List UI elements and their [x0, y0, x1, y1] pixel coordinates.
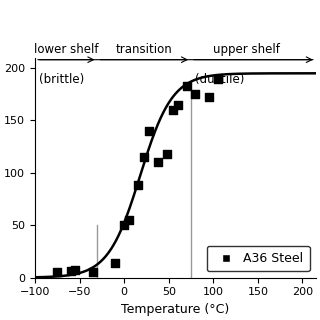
Legend: A36 Steel: A36 Steel: [207, 246, 309, 271]
Point: [73, 268, 78, 273]
Point: [55, 270, 60, 275]
Point: [175, 102, 180, 107]
Point: [91, 270, 96, 275]
Text: lower shelf: lower shelf: [34, 43, 99, 55]
Point: [122, 223, 127, 228]
Point: [184, 83, 189, 88]
Point: [68, 269, 73, 274]
Point: [156, 160, 161, 165]
Point: [135, 183, 140, 188]
Point: [126, 217, 131, 222]
Text: transition: transition: [116, 43, 172, 55]
Text: (ductile): (ductile): [196, 73, 245, 86]
Text: (brittle): (brittle): [39, 73, 84, 86]
Point: [147, 128, 152, 133]
Point: [164, 151, 170, 156]
X-axis label: Temperature (°C): Temperature (°C): [121, 303, 229, 316]
Point: [206, 95, 212, 100]
Point: [141, 155, 146, 160]
Point: [215, 76, 220, 81]
Point: [171, 108, 176, 113]
Point: [113, 260, 118, 266]
Text: upper shelf: upper shelf: [213, 43, 280, 55]
Point: [193, 92, 198, 97]
